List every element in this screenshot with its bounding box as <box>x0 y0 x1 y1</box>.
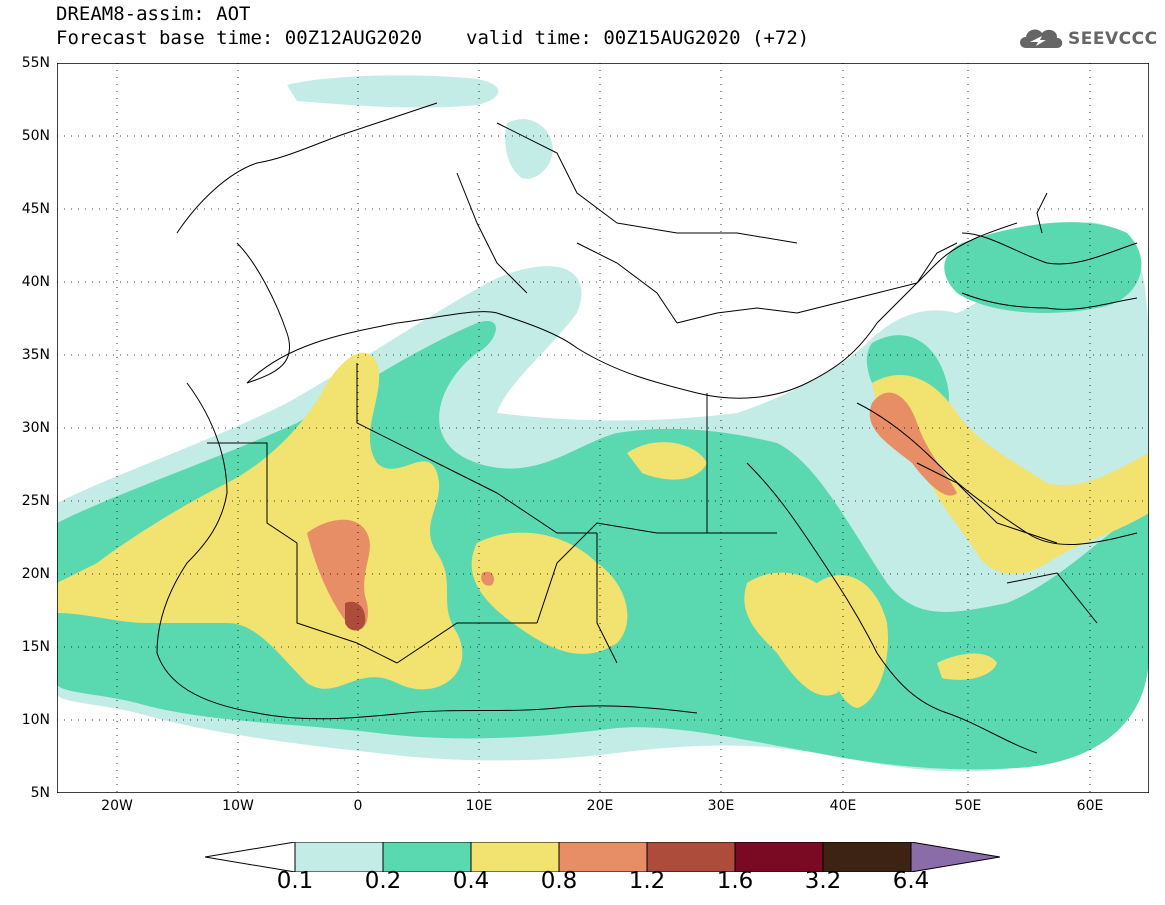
colorbar-label-1.2: 1.2 <box>628 868 666 894</box>
aot-level-12 <box>345 601 366 631</box>
lat-label-35n: 35N <box>21 347 50 363</box>
colorbar-bin-6 <box>734 842 824 872</box>
lat-label-55n: 55N <box>21 55 50 71</box>
seevccc-logo: SEEVCCC <box>1016 22 1158 54</box>
lat-label-25n: 25N <box>21 493 50 509</box>
coastlines <box>156 102 1138 754</box>
colorbar-label-1.6: 1.6 <box>716 868 754 894</box>
lon-label-30e: 30E <box>707 798 735 814</box>
colorbar <box>205 842 1000 872</box>
colorbar-bin-4 <box>558 842 648 872</box>
logo-text: SEEVCCC <box>1068 29 1158 49</box>
lat-label-10n: 10N <box>21 712 50 728</box>
base-time: Forecast base time: 00Z12AUG2020 <box>56 27 423 49</box>
colorbar-high-arrow <box>910 842 1000 872</box>
lon-label-20w: 20W <box>101 798 133 814</box>
colorbar-label-6.4: 6.4 <box>892 868 930 894</box>
colorbar-label-0.8: 0.8 <box>540 868 578 894</box>
lat-label-30n: 30N <box>21 420 50 436</box>
lat-label-15n: 15N <box>21 639 50 655</box>
cloud-icon <box>1020 29 1063 48</box>
colorbar-bin-1 <box>294 842 384 872</box>
map-title: DREAM8-assim: AOT <box>56 3 251 25</box>
lon-label-60e: 60E <box>1076 798 1104 814</box>
lat-label-5n: 5N <box>30 785 50 801</box>
lon-label-10w: 10W <box>222 798 254 814</box>
aot-map <box>57 63 1149 793</box>
colorbar-label-0.1: 0.1 <box>276 868 314 894</box>
graticule <box>57 63 1149 793</box>
lon-label-50e: 50E <box>954 798 982 814</box>
colorbar-label-0.4: 0.4 <box>452 868 490 894</box>
lat-label-50n: 50N <box>21 128 50 144</box>
colorbar-label-0.2: 0.2 <box>364 868 402 894</box>
valid-time: valid time: 00Z15AUG2020 (+72) <box>466 27 810 49</box>
colorbar-label-3.2: 3.2 <box>804 868 842 894</box>
lat-label-20n: 20N <box>21 566 50 582</box>
lat-label-40n: 40N <box>21 274 50 290</box>
lon-label-10e: 10E <box>465 798 493 814</box>
lon-label-20e: 20E <box>586 798 614 814</box>
lon-label-0: 0 <box>353 798 363 814</box>
lat-label-45n: 45N <box>21 201 50 217</box>
time-info: Forecast base time: 00Z12AUG2020 valid ti… <box>56 27 809 49</box>
colorbar-bin-2 <box>382 842 472 872</box>
lon-label-40e: 40E <box>829 798 857 814</box>
